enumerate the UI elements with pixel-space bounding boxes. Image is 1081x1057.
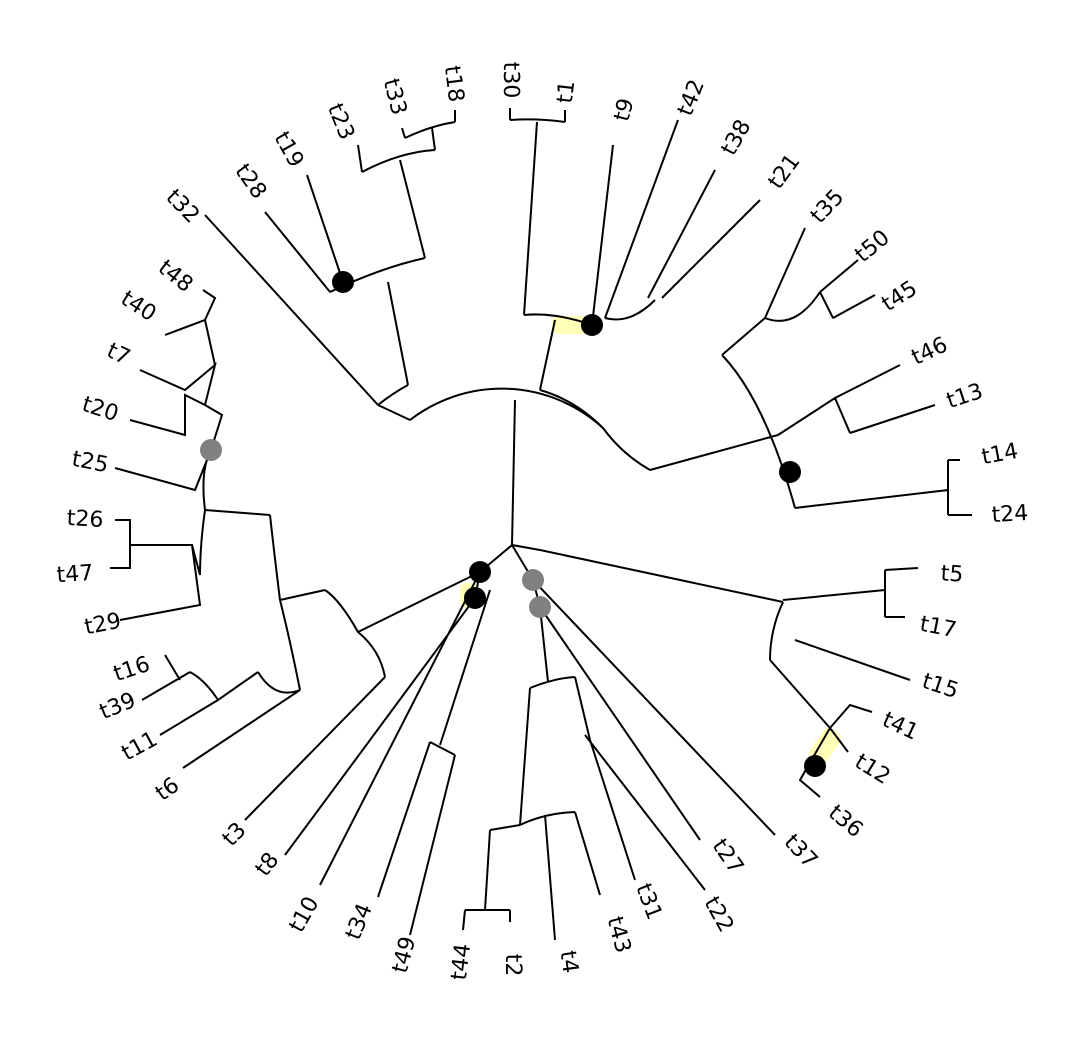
leaf-label: t14 <box>980 439 1021 470</box>
leaf-label: t39 <box>96 688 139 725</box>
leaf-label: t28 <box>230 160 272 204</box>
leaf-label: t49 <box>388 934 421 976</box>
leaf-label: t17 <box>918 612 959 644</box>
highlights <box>460 316 842 765</box>
leaf-label: t41 <box>878 707 922 745</box>
leaf-label: t19 <box>269 128 309 172</box>
leaf-label: t18 <box>439 64 468 104</box>
leaf-label: t27 <box>707 835 748 879</box>
leaf-label: t21 <box>764 150 806 194</box>
leaf-label: t36 <box>823 800 867 843</box>
leaf-label: t4 <box>555 949 583 975</box>
leaf-label: t43 <box>602 914 636 956</box>
leaf-label: t23 <box>322 100 359 143</box>
leaf-label: t15 <box>919 669 962 704</box>
leaf-label: t35 <box>806 185 849 229</box>
leaf-label: t44 <box>447 942 476 981</box>
leaf-label: t8 <box>251 848 285 881</box>
leaf-label: t48 <box>153 255 197 297</box>
leaf-label: t10 <box>285 893 325 937</box>
leaf-label: t5 <box>940 561 964 587</box>
branches <box>110 108 972 941</box>
leaf-label: t31 <box>630 880 666 923</box>
leaf-label: t16 <box>111 652 154 687</box>
leaf-label: t9 <box>610 96 640 124</box>
leaf-label: t25 <box>70 447 111 479</box>
leaf-label: t40 <box>116 286 160 327</box>
leaf-label: t33 <box>378 76 412 118</box>
leaf-label: t29 <box>83 609 124 641</box>
leaf-label: t20 <box>79 392 122 427</box>
leaf-label: t34 <box>341 900 378 943</box>
leaf-label: t26 <box>66 506 104 533</box>
leaf-label: t37 <box>779 830 822 874</box>
leaf-label: t46 <box>908 333 952 371</box>
leaf-label: t24 <box>991 501 1029 528</box>
leaf-label: t45 <box>878 276 922 317</box>
leaf-label: t3 <box>218 818 252 852</box>
leaf-label: t12 <box>850 749 894 790</box>
leaf-label: t1 <box>553 79 581 104</box>
leaf-label: t11 <box>118 727 162 766</box>
leaf-label: t32 <box>161 185 204 229</box>
leaf-label: t7 <box>103 338 134 370</box>
leaf-label: t47 <box>56 561 94 588</box>
node-markers <box>200 271 826 777</box>
leaf-label: t30 <box>498 62 523 99</box>
leaf-label: t38 <box>717 116 757 160</box>
leaf-label: t2 <box>500 954 525 977</box>
leaf-label: t13 <box>944 379 987 414</box>
leaf-label: t22 <box>699 893 739 937</box>
leaf-label: t42 <box>673 76 710 119</box>
leaf-label: t6 <box>151 773 184 806</box>
